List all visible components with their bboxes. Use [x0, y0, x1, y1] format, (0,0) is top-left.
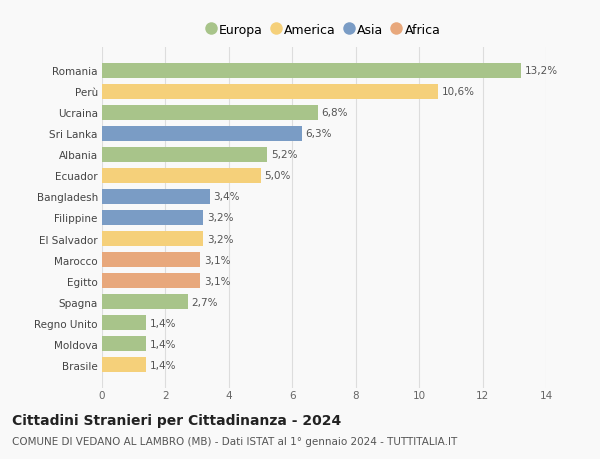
Text: 3,2%: 3,2% — [207, 234, 234, 244]
Bar — [102, 127, 302, 142]
Bar — [102, 294, 188, 309]
Text: COMUNE DI VEDANO AL LAMBRO (MB) - Dati ISTAT al 1° gennaio 2024 - TUTTITALIA.IT: COMUNE DI VEDANO AL LAMBRO (MB) - Dati I… — [12, 436, 457, 446]
Bar — [102, 315, 146, 330]
Bar — [102, 274, 200, 289]
Text: 5,0%: 5,0% — [265, 171, 291, 181]
Bar — [102, 252, 200, 268]
Text: 6,3%: 6,3% — [305, 129, 332, 139]
Bar — [102, 106, 317, 121]
Bar — [102, 231, 203, 246]
Text: 13,2%: 13,2% — [524, 66, 557, 76]
Text: 3,1%: 3,1% — [204, 255, 230, 265]
Legend: Europa, America, Asia, Africa: Europa, America, Asia, Africa — [204, 21, 444, 41]
Bar — [102, 211, 203, 225]
Bar — [102, 147, 267, 162]
Bar — [102, 336, 146, 352]
Text: 3,1%: 3,1% — [204, 276, 230, 286]
Bar — [102, 190, 210, 205]
Bar — [102, 84, 438, 100]
Text: 1,4%: 1,4% — [150, 360, 177, 370]
Bar — [102, 357, 146, 372]
Text: 3,2%: 3,2% — [207, 213, 234, 223]
Text: 3,4%: 3,4% — [214, 192, 240, 202]
Text: 2,7%: 2,7% — [191, 297, 218, 307]
Bar — [102, 168, 260, 184]
Text: 5,2%: 5,2% — [271, 150, 297, 160]
Text: 1,4%: 1,4% — [150, 318, 177, 328]
Bar — [102, 64, 521, 79]
Text: 6,8%: 6,8% — [322, 108, 348, 118]
Text: Cittadini Stranieri per Cittadinanza - 2024: Cittadini Stranieri per Cittadinanza - 2… — [12, 413, 341, 427]
Text: 10,6%: 10,6% — [442, 87, 475, 97]
Text: 1,4%: 1,4% — [150, 339, 177, 349]
